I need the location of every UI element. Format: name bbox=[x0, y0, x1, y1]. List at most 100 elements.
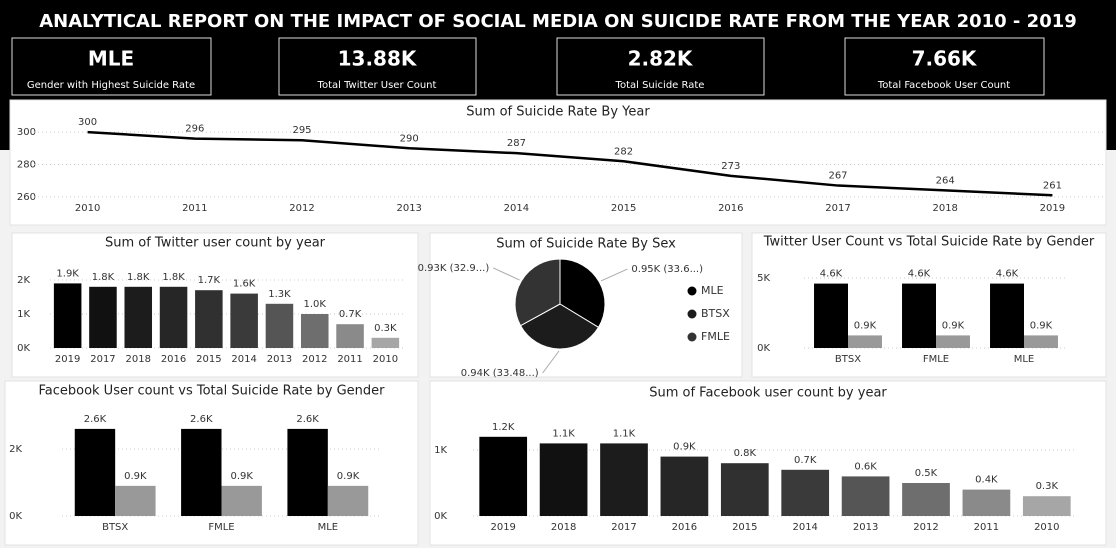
x-tick-label: 2017 bbox=[825, 203, 850, 214]
x-tick-label: 2013 bbox=[267, 354, 292, 365]
card-value: 13.88K bbox=[338, 47, 418, 71]
data-label: 0.9K bbox=[942, 320, 965, 331]
x-tick-label: 2013 bbox=[396, 203, 421, 214]
chart-title: Twitter User Count vs Total Suicide Rate… bbox=[763, 235, 1095, 250]
y-tick-label: 2K bbox=[17, 275, 30, 286]
data-label: 1.6K bbox=[233, 279, 256, 290]
card-box bbox=[556, 37, 765, 96]
y-tick-label: 0K bbox=[757, 343, 770, 354]
bar bbox=[115, 485, 156, 516]
x-tick-label: 2017 bbox=[90, 354, 115, 365]
data-label: 264 bbox=[936, 175, 955, 186]
data-label: 0.7K bbox=[794, 455, 817, 466]
data-label: 0.94K (33.48...) bbox=[461, 368, 539, 379]
data-label: 2.6K bbox=[190, 414, 213, 425]
data-label: 300 bbox=[78, 117, 97, 128]
x-tick-label: 2018 bbox=[551, 522, 576, 533]
y-tick-label: 280 bbox=[17, 160, 36, 171]
data-label: 0.5K bbox=[915, 468, 938, 479]
bar bbox=[841, 476, 890, 516]
bar bbox=[479, 436, 528, 516]
card-value: MLE bbox=[88, 47, 134, 71]
x-tick-label: 2018 bbox=[126, 354, 151, 365]
bar bbox=[781, 469, 830, 516]
bar bbox=[848, 335, 882, 348]
data-label: 0.9K bbox=[124, 471, 147, 482]
bar bbox=[74, 428, 116, 516]
x-tick-label: 2019 bbox=[1040, 203, 1065, 214]
card-label: Total Facebook User Count bbox=[877, 80, 1010, 91]
data-label: 0.9K bbox=[854, 320, 877, 331]
line bbox=[87, 130, 1053, 197]
data-label: 1.1K bbox=[613, 428, 636, 439]
data-label: 1.9K bbox=[56, 268, 79, 279]
panel bbox=[429, 380, 1107, 546]
data-label: 1.8K bbox=[92, 272, 115, 283]
bar bbox=[1024, 335, 1058, 348]
legend-marker bbox=[687, 286, 697, 296]
bar bbox=[181, 428, 222, 516]
data-label: 1.1K bbox=[552, 428, 575, 439]
bar bbox=[660, 456, 709, 516]
card-box bbox=[11, 37, 212, 96]
chart-title: Sum of Twitter user count by year bbox=[105, 236, 326, 251]
bar bbox=[962, 489, 1011, 516]
x-tick-label: 2015 bbox=[732, 522, 757, 533]
x-tick-label: MLE bbox=[318, 522, 339, 533]
leader-line bbox=[493, 267, 520, 281]
data-label: 282 bbox=[614, 146, 633, 157]
y-tick-label: 5K bbox=[757, 273, 770, 284]
bar bbox=[936, 335, 970, 348]
data-label: 1.8K bbox=[127, 272, 150, 283]
x-tick-label: 2014 bbox=[792, 522, 817, 533]
data-label: 261 bbox=[1043, 180, 1062, 191]
x-tick-label: 2014 bbox=[504, 203, 529, 214]
data-label: 290 bbox=[400, 133, 419, 144]
x-tick-label: 2010 bbox=[75, 203, 100, 214]
bar bbox=[336, 324, 364, 348]
legend-label: BTSX bbox=[701, 307, 730, 320]
bar bbox=[230, 293, 258, 348]
x-tick-label: 2011 bbox=[974, 522, 999, 533]
x-tick-label: BTSX bbox=[102, 522, 128, 533]
card-box bbox=[278, 37, 477, 96]
bar bbox=[902, 483, 950, 516]
x-tick-label: 2012 bbox=[302, 354, 327, 365]
x-tick-label: MLE bbox=[1014, 354, 1035, 365]
y-tick-label: 1K bbox=[434, 445, 447, 456]
y-tick-label: 2K bbox=[9, 444, 22, 455]
data-label: 1.2K bbox=[492, 422, 515, 433]
data-label: 1.7K bbox=[198, 275, 221, 286]
data-label: 0.3K bbox=[1036, 481, 1059, 492]
data-label: 287 bbox=[507, 138, 526, 149]
data-label: 0.9K bbox=[673, 442, 696, 453]
bar bbox=[195, 290, 223, 348]
x-tick-label: 2015 bbox=[196, 354, 221, 365]
leader-line bbox=[600, 268, 628, 282]
x-tick-label: 2016 bbox=[672, 522, 697, 533]
data-label: 1.8K bbox=[162, 272, 185, 283]
data-label: 296 bbox=[185, 124, 204, 135]
bar bbox=[814, 283, 848, 348]
y-tick-label: 260 bbox=[17, 192, 36, 203]
x-tick-label: 2012 bbox=[913, 522, 938, 533]
bar bbox=[124, 286, 153, 348]
bar bbox=[89, 286, 117, 348]
x-tick-label: 2019 bbox=[55, 354, 80, 365]
chart-title: Sum of Facebook user count by year bbox=[649, 386, 887, 401]
y-tick-label: 300 bbox=[17, 127, 36, 138]
y-tick-label: 0K bbox=[17, 343, 30, 354]
x-tick-label: 2016 bbox=[161, 354, 186, 365]
data-label: 2.6K bbox=[84, 414, 107, 425]
x-tick-label: 2016 bbox=[718, 203, 743, 214]
legend-marker bbox=[687, 332, 697, 342]
bar bbox=[720, 463, 769, 516]
data-label: 2.6K bbox=[296, 414, 319, 425]
chart-title: Sum of Suicide Rate By Year bbox=[466, 105, 650, 120]
card-label: Total Suicide Rate bbox=[615, 80, 705, 91]
bar bbox=[265, 303, 294, 348]
data-label: 0.4K bbox=[975, 475, 998, 486]
x-tick-label: 2013 bbox=[853, 522, 878, 533]
bar bbox=[371, 337, 400, 348]
